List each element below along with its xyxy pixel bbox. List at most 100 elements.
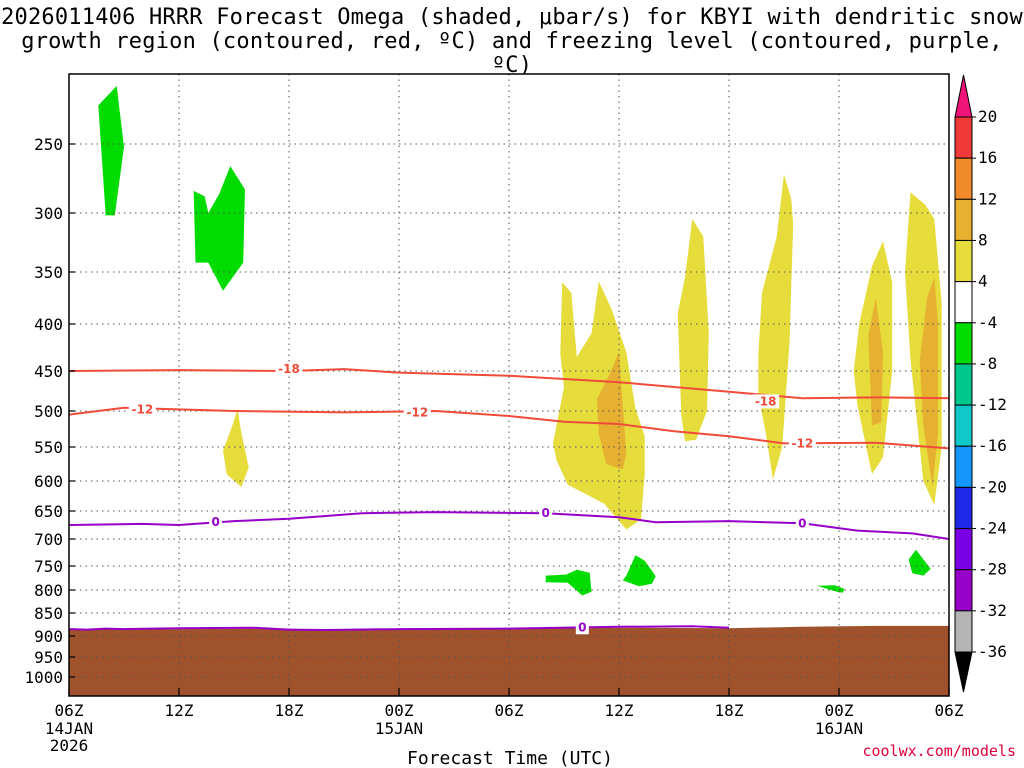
contour-label: 0 — [798, 516, 806, 530]
colorbar-label: 8 — [978, 230, 988, 249]
grid-layer — [69, 74, 949, 696]
colorbar-label: -16 — [978, 436, 1007, 455]
colorbar-segment — [954, 322, 973, 365]
x-tick-label: 06Z — [935, 701, 964, 720]
freezing-contour-1 — [68, 625, 730, 632]
colorbar-bottom-arrow — [954, 651, 973, 693]
contour-layer: -18 -18 -12 -12 -12 0 0 0 0 — [68, 362, 950, 635]
colorbar-label: 4 — [978, 272, 988, 291]
title-line-1: 2026011406 HRRR Forecast Omega (shaded, … — [1, 5, 1023, 30]
colorbar-segment — [954, 116, 973, 159]
omega-region-0 — [98, 86, 124, 216]
contour-label-bg — [752, 394, 780, 409]
contour-label-bg — [403, 405, 431, 420]
y-tick-label: 750 — [34, 557, 63, 576]
colorbar-label: 20 — [978, 107, 997, 126]
x-tick-label: 06Z — [55, 701, 84, 720]
dgz-contour-0 — [68, 368, 950, 400]
x-tick-label: 00Z — [825, 701, 854, 720]
colorbar-label: -32 — [978, 601, 1007, 620]
contour-label: -12 — [131, 402, 153, 416]
contour-label: -18 — [755, 394, 777, 408]
colorbar-top-arrow — [954, 74, 973, 118]
contour-label: -12 — [406, 405, 428, 419]
y-tick-label: 900 — [34, 627, 63, 646]
contour-label: -18 — [278, 362, 300, 376]
terrain-layer — [69, 625, 949, 696]
colorbar-label: -4 — [978, 313, 997, 332]
y-tick-label: 300 — [34, 204, 63, 223]
terrain-fill — [69, 625, 949, 696]
contour-label: 0 — [211, 515, 219, 529]
title-line-2: growth region (contoured, red, ºC) and f… — [21, 29, 1003, 78]
x-tick-date: 15JAN — [375, 719, 423, 738]
omega-region-12 — [622, 555, 656, 587]
colorbar-segment — [954, 528, 973, 571]
omega-shading-layer — [98, 86, 942, 596]
colorbar-segment — [954, 157, 973, 200]
x-tick-label: 18Z — [275, 701, 304, 720]
omega-region-14 — [908, 549, 931, 576]
colorbar-label: 16 — [978, 148, 997, 167]
colorbar-label: -24 — [978, 519, 1007, 538]
x-tick-label: 12Z — [165, 701, 194, 720]
x-axis-label: Forecast Time (UTC) — [407, 748, 613, 768]
colorbar-label: -20 — [978, 477, 1007, 496]
colorbar-label: -36 — [978, 642, 1007, 661]
omega-region-11 — [545, 569, 592, 596]
y-tick-label: 1000 — [24, 668, 63, 687]
contour-label-bg — [788, 436, 816, 451]
omega-region-13 — [817, 585, 845, 593]
contour-label-bg — [275, 362, 303, 377]
x-tick-label: 00Z — [385, 701, 414, 720]
axis-layer: 250 300 350 400 450 500 550 600 650 700 750 800 850 9… — [24, 73, 964, 755]
chart-title: 2026011406 HRRR Forecast Omega (shaded, … — [0, 6, 1024, 78]
x-tick-date: 14JAN — [45, 719, 93, 738]
y-tick-label: 550 — [34, 438, 63, 457]
y-tick-label: 500 — [34, 402, 63, 421]
contour-label: -12 — [791, 436, 813, 450]
omega-region-8 — [868, 298, 883, 426]
y-tick-label: 600 — [34, 472, 63, 491]
y-tick-label: 800 — [34, 581, 63, 600]
colorbar-label: -28 — [978, 560, 1007, 579]
contour-label-bg — [209, 515, 223, 530]
colorbar-segment — [954, 239, 973, 283]
x-tick-date: 16JAN — [815, 719, 863, 738]
colorbar-segment — [954, 610, 973, 653]
x-tick-label: 12Z — [605, 701, 634, 720]
colorbar-segment — [954, 569, 973, 612]
colorbar: 20 16 12 8 4 -4 -8 -12 -16 -20 -24 -28 -32 -36 — [954, 74, 1007, 693]
colorbar-segment — [954, 445, 973, 488]
colorbar-segment — [954, 404, 973, 447]
colorbar-segment — [954, 363, 973, 406]
x-tick-label: 18Z — [715, 701, 744, 720]
credit-text: coolwx.com/models — [862, 742, 1016, 760]
omega-region-1 — [193, 166, 245, 291]
omega-region-10 — [919, 277, 938, 487]
contour-label-bg — [128, 402, 156, 417]
contour-label-bg — [575, 620, 589, 635]
omega-region-5 — [677, 218, 709, 442]
x-tick-label: 06Z — [495, 701, 524, 720]
colorbar-label: -8 — [978, 354, 997, 373]
colorbar-label: -12 — [978, 395, 1007, 414]
y-tick-label: 350 — [34, 263, 63, 282]
colorbar-label: 12 — [978, 189, 997, 208]
y-tick-label: 400 — [34, 315, 63, 334]
contour-label: 0 — [578, 620, 586, 634]
y-tick-label: 250 — [34, 135, 63, 154]
colorbar-segment — [954, 198, 973, 241]
contour-label-bg — [795, 516, 809, 531]
colorbar-segment — [954, 486, 973, 530]
y-tick-label: 950 — [34, 648, 63, 667]
x-tick-year: 2026 — [50, 736, 89, 755]
omega-region-2 — [223, 409, 249, 487]
y-tick-label: 650 — [34, 502, 63, 521]
y-tick-label: 450 — [34, 362, 63, 381]
dgz-contour-1 — [68, 406, 950, 450]
contour-label: 0 — [541, 506, 549, 520]
contour-label-bg — [539, 506, 553, 521]
y-tick-label: 700 — [34, 530, 63, 549]
